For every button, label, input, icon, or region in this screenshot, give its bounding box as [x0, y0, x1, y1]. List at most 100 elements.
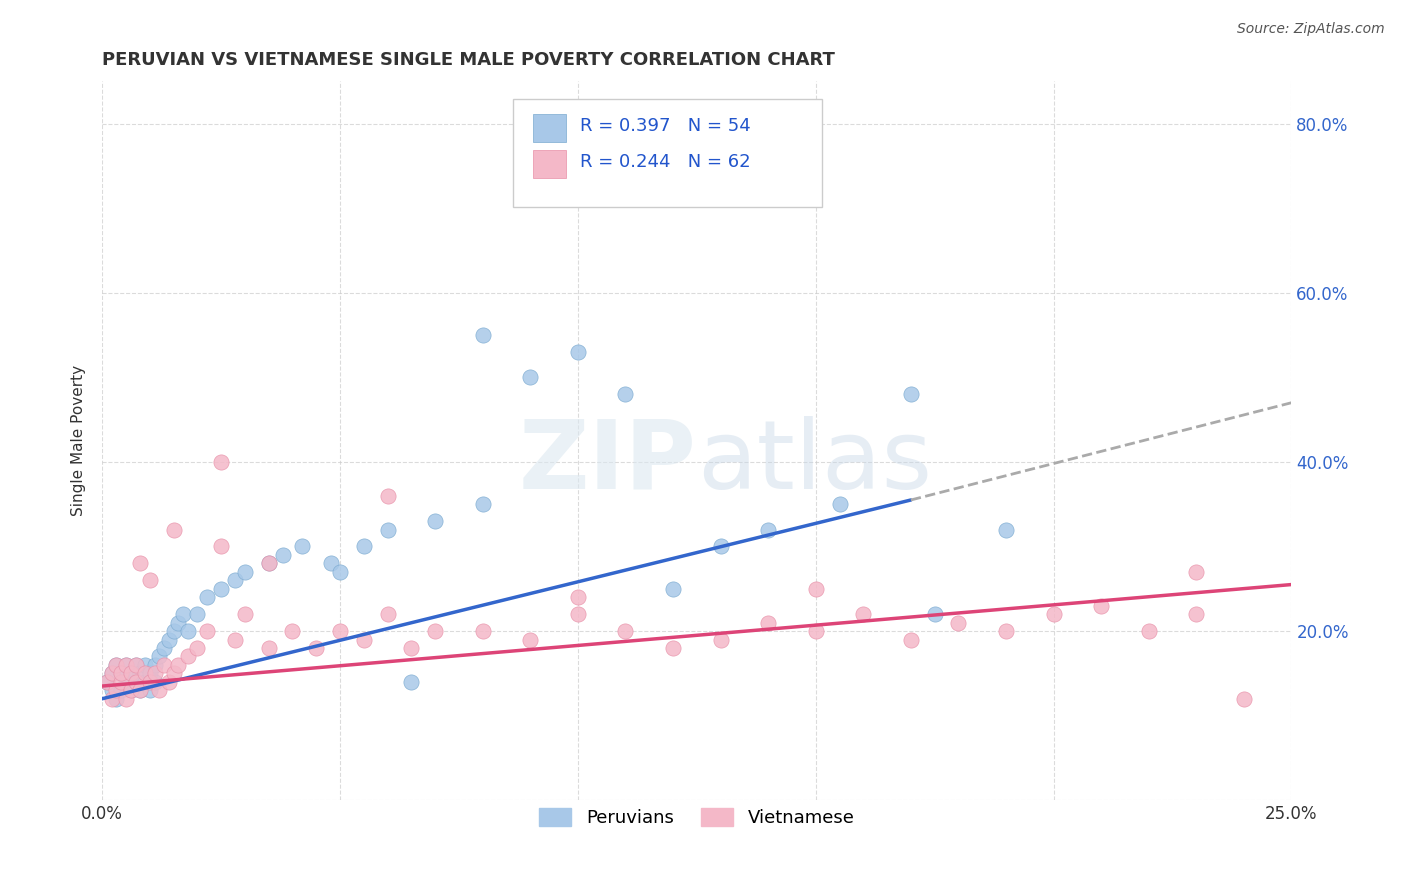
Point [139, 666, 162, 681]
Point [995, 523, 1018, 537]
Point [519, 632, 541, 647]
Point [924, 607, 946, 622]
Point [471, 497, 494, 511]
Point [120, 666, 142, 681]
Point [1090, 599, 1112, 613]
Point [115, 657, 138, 672]
Point [134, 674, 156, 689]
Point [134, 666, 156, 681]
Point [567, 607, 589, 622]
Point [134, 657, 156, 672]
Point [120, 683, 142, 698]
Point [471, 328, 494, 343]
Point [233, 565, 256, 579]
Point [425, 624, 447, 638]
Point [353, 632, 375, 647]
Point [96, 674, 118, 689]
Point [519, 370, 541, 384]
Point [157, 632, 180, 647]
Point [120, 683, 142, 698]
Point [143, 666, 166, 681]
Point [143, 657, 166, 672]
Point [105, 683, 128, 698]
Point [209, 540, 232, 554]
Point [425, 514, 447, 528]
Point [115, 674, 138, 689]
Point [110, 683, 132, 698]
Point [100, 666, 122, 681]
Point [319, 557, 342, 571]
Point [148, 683, 170, 698]
Point [567, 345, 589, 359]
Point [162, 624, 184, 638]
Point [1233, 691, 1256, 706]
Point [162, 666, 184, 681]
Point [614, 387, 637, 401]
Text: PERUVIAN VS VIETNAMESE SINGLE MALE POVERTY CORRELATION CHART: PERUVIAN VS VIETNAMESE SINGLE MALE POVER… [103, 51, 835, 69]
Point [110, 666, 132, 681]
Point [167, 615, 190, 630]
Point [167, 657, 190, 672]
Point [662, 640, 685, 655]
Point [148, 649, 170, 664]
Point [153, 640, 176, 655]
Point [105, 657, 128, 672]
Point [271, 548, 294, 562]
Legend: Peruvians, Vietnamese: Peruvians, Vietnamese [531, 800, 862, 834]
Point [157, 674, 180, 689]
Point [129, 683, 152, 698]
Point [614, 624, 637, 638]
Point [124, 657, 146, 672]
Point [110, 666, 132, 681]
Point [96, 674, 118, 689]
Point [224, 574, 246, 588]
Point [281, 624, 304, 638]
Point [100, 691, 122, 706]
Point [401, 640, 423, 655]
Point [162, 523, 184, 537]
Point [153, 657, 176, 672]
FancyBboxPatch shape [513, 99, 821, 207]
FancyBboxPatch shape [533, 113, 567, 143]
Point [139, 674, 162, 689]
Point [105, 657, 128, 672]
Point [115, 657, 138, 672]
Point [233, 607, 256, 622]
Point [900, 387, 922, 401]
Point [828, 497, 851, 511]
Point [291, 540, 314, 554]
Point [1185, 607, 1208, 622]
Point [257, 640, 280, 655]
Point [195, 624, 218, 638]
Point [100, 666, 122, 681]
Point [377, 523, 399, 537]
Point [662, 582, 685, 596]
Point [710, 540, 733, 554]
Point [124, 657, 146, 672]
Text: Source: ZipAtlas.com: Source: ZipAtlas.com [1237, 22, 1385, 37]
Point [1042, 607, 1064, 622]
Point [353, 540, 375, 554]
Point [172, 607, 194, 622]
Point [186, 607, 208, 622]
Text: ZIP: ZIP [519, 416, 697, 508]
FancyBboxPatch shape [533, 150, 567, 178]
Point [177, 624, 200, 638]
Y-axis label: Single Male Poverty: Single Male Poverty [72, 365, 86, 516]
Point [948, 615, 970, 630]
Point [129, 683, 152, 698]
Point [110, 674, 132, 689]
Point [120, 666, 142, 681]
Point [756, 523, 779, 537]
Point [1185, 565, 1208, 579]
Point [471, 624, 494, 638]
Point [209, 582, 232, 596]
Point [224, 632, 246, 647]
Point [804, 624, 827, 638]
Point [900, 632, 922, 647]
Point [377, 607, 399, 622]
Point [377, 489, 399, 503]
Text: atlas: atlas [697, 416, 932, 508]
Point [305, 640, 328, 655]
Point [124, 674, 146, 689]
